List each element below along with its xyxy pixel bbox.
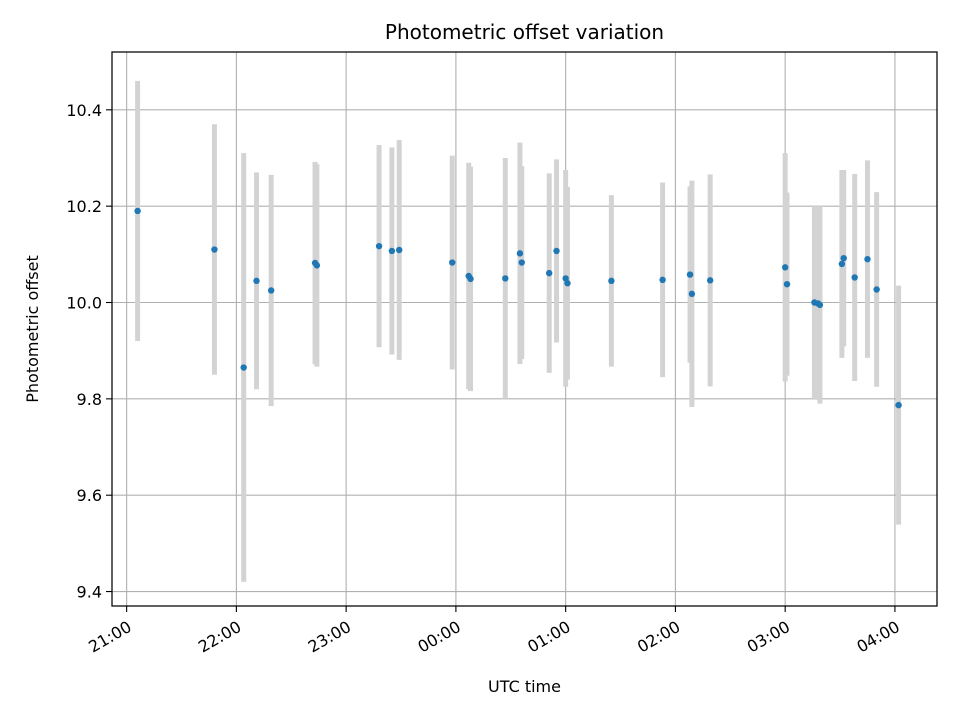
data-point bbox=[816, 301, 824, 309]
y-tick-label: 10.4 bbox=[66, 101, 102, 120]
data-point bbox=[781, 264, 789, 271]
data-point bbox=[659, 276, 666, 284]
data-point bbox=[873, 286, 880, 293]
data-point bbox=[706, 277, 714, 284]
y-axis-ticks: 9.4 9.6 9.8 10.0 10.2 10.4 bbox=[66, 101, 112, 602]
data-point bbox=[564, 280, 571, 287]
plot-frame bbox=[111, 51, 938, 607]
data-point bbox=[467, 275, 474, 283]
data-points bbox=[134, 207, 902, 409]
data-point bbox=[449, 259, 456, 266]
data-point bbox=[608, 277, 615, 285]
y-tick-label: 10.2 bbox=[66, 197, 102, 216]
data-point bbox=[688, 290, 696, 298]
y-tick-label: 9.6 bbox=[77, 486, 102, 505]
data-point bbox=[895, 401, 902, 409]
data-point bbox=[518, 259, 525, 266]
grid bbox=[112, 52, 937, 606]
chart-title: Photometric offset variation bbox=[385, 20, 664, 44]
data-point bbox=[838, 260, 846, 268]
data-point bbox=[686, 271, 694, 278]
data-point bbox=[851, 274, 858, 281]
data-point bbox=[783, 280, 791, 288]
data-point bbox=[562, 275, 569, 282]
data-point bbox=[313, 262, 321, 269]
data-point bbox=[267, 287, 275, 294]
data-point bbox=[134, 207, 141, 215]
y-tick-label: 9.8 bbox=[77, 390, 102, 409]
data-point bbox=[388, 247, 396, 255]
data-point bbox=[545, 269, 553, 277]
data-point bbox=[840, 254, 847, 262]
data-point bbox=[516, 250, 524, 257]
x-axis-label: UTC time bbox=[488, 677, 561, 696]
data-point bbox=[211, 246, 218, 253]
data-point bbox=[240, 364, 247, 371]
data-point bbox=[375, 242, 383, 250]
y-axis-label: Photometric offset bbox=[23, 255, 42, 403]
data-point bbox=[553, 247, 560, 255]
data-point bbox=[864, 255, 871, 263]
y-tick-label: 9.4 bbox=[77, 583, 102, 602]
data-point bbox=[395, 246, 403, 254]
data-point bbox=[253, 277, 260, 285]
data-point bbox=[502, 275, 509, 282]
y-tick-label: 10.0 bbox=[66, 294, 102, 313]
